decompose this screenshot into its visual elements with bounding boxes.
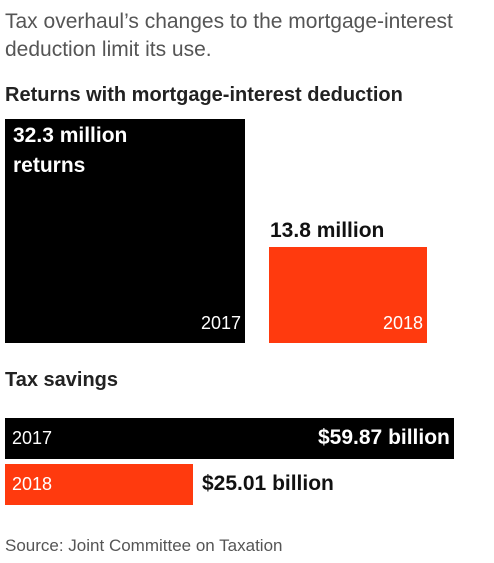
returns-value-label-2017: 32.3 million returns (13, 121, 127, 181)
savings-value-label-2018: $25.01 billion (202, 472, 334, 495)
savings-chart-title: Tax savings (5, 369, 119, 391)
savings-year-label-2017: 2017 (12, 428, 53, 448)
returns-chart-title: Returns with mortgage-interest deduction (5, 84, 403, 106)
source-note: Source: Joint Committee on Taxation (5, 536, 283, 555)
returns-bar-2017 (5, 119, 245, 343)
returns-bar-2018 (269, 247, 427, 343)
returns-value-label-2017-line1: 32.3 million (13, 124, 128, 147)
savings-bar-2017 (5, 418, 454, 459)
returns-value-label-2017-line2: returns (13, 154, 86, 177)
returns-year-label-2018: 2018 (383, 313, 424, 333)
returns-value-label-2018: 13.8 million (270, 219, 385, 242)
chart-subtitle: Tax overhaul’s changes to the mortgage-i… (5, 10, 453, 61)
savings-value-label-2017: $59.87 billion (318, 426, 450, 449)
returns-year-label-2017: 2017 (201, 313, 242, 333)
savings-year-label-2018: 2018 (12, 474, 53, 494)
savings-bar-2018 (5, 464, 193, 505)
